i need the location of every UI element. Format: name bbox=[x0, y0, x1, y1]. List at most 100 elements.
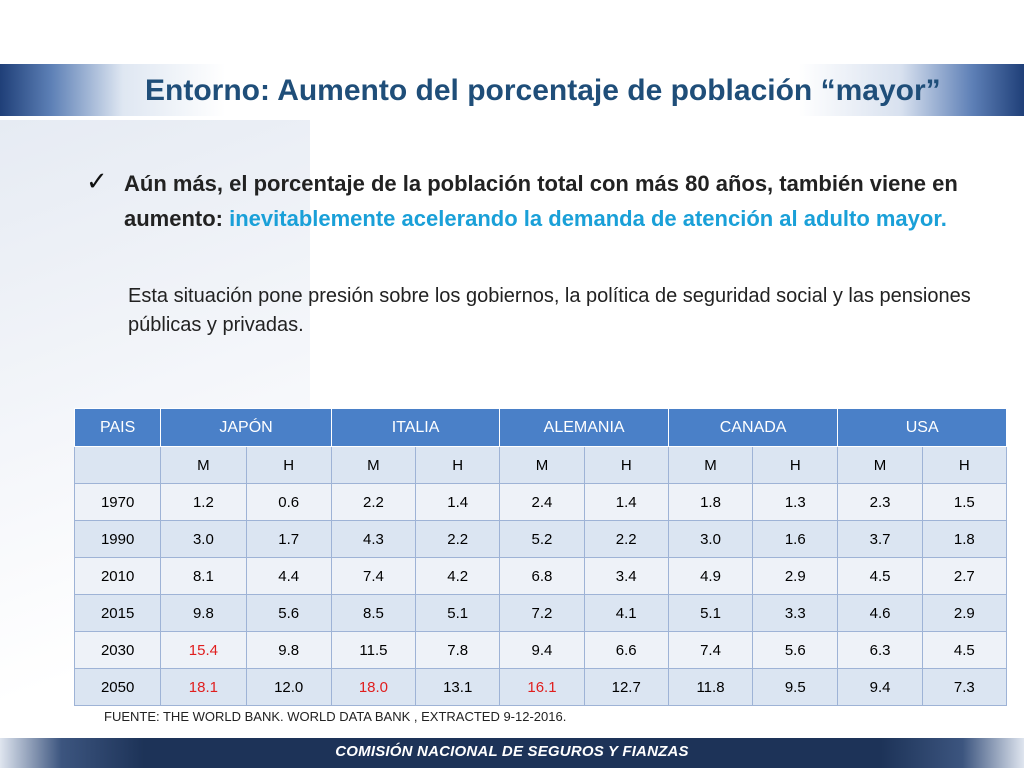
value-cell: 5.1 bbox=[667, 594, 754, 632]
value-cell: 7.3 bbox=[921, 668, 1008, 706]
table-row: 2015 9.8 5.6 8.5 5.1 7.2 4.1 5.1 3.3 4.6 2.9 bbox=[73, 594, 1008, 632]
value-cell: 1.3 bbox=[752, 483, 839, 521]
value-cell: 2.4 bbox=[499, 483, 585, 521]
value-cell: 8.1 bbox=[160, 557, 247, 595]
subheader-cell: M bbox=[667, 446, 754, 484]
value-cell: 4.2 bbox=[415, 557, 501, 595]
value-cell: 2.9 bbox=[752, 557, 839, 595]
value-cell: 4.9 bbox=[667, 557, 754, 595]
footer-text: COMISIÓN NACIONAL DE SEGUROS Y FIANZAS bbox=[335, 743, 689, 760]
value-cell: 3.3 bbox=[752, 594, 839, 632]
table-header-row: PAIS JAPÓN ITALIA ALEMANIA CANADA USA bbox=[73, 408, 1007, 447]
table-row: 2050 18.1 12.0 18.0 13.1 16.1 12.7 11.8 9.5 9.4 7.… bbox=[73, 668, 1008, 706]
value-cell: 15.4 bbox=[160, 631, 247, 669]
value-cell: 5.1 bbox=[415, 594, 501, 632]
value-cell: 12.7 bbox=[583, 668, 669, 706]
bullet-text-main: Aún más, el porcentaje de la población t… bbox=[124, 171, 958, 231]
value-cell: 6.3 bbox=[837, 631, 923, 669]
value-cell: 1.8 bbox=[667, 483, 754, 521]
checkmark-icon: ✓ bbox=[86, 166, 108, 196]
body-paragraph: Esta situación pone presión sobre los go… bbox=[128, 285, 971, 336]
value-cell: 7.4 bbox=[330, 557, 417, 595]
subheader-cell bbox=[73, 446, 162, 484]
value-cell: 3.4 bbox=[583, 557, 669, 595]
slide-title: Entorno: Aumento del porcentaje de pobla… bbox=[145, 74, 941, 107]
year-cell: 2010 bbox=[73, 557, 162, 595]
value-cell: 18.0 bbox=[330, 668, 417, 706]
header-cell: PAIS bbox=[73, 408, 162, 447]
value-cell: 4.6 bbox=[837, 594, 923, 632]
value-cell: 3.0 bbox=[160, 520, 247, 558]
value-cell: 11.8 bbox=[667, 668, 754, 706]
value-cell: 1.6 bbox=[752, 520, 839, 558]
bullet-text: Aún más, el porcentaje de la población t… bbox=[124, 166, 969, 236]
header-cell: CANADA bbox=[667, 408, 839, 447]
value-cell: 9.4 bbox=[837, 668, 923, 706]
value-cell: 7.8 bbox=[415, 631, 501, 669]
subheader-cell: H bbox=[752, 446, 839, 484]
value-cell: 1.4 bbox=[415, 483, 501, 521]
year-cell: 2050 bbox=[73, 668, 162, 706]
subheader-cell: H bbox=[583, 446, 669, 484]
year-cell: 1990 bbox=[73, 520, 162, 558]
subheader-cell: H bbox=[245, 446, 332, 484]
value-cell: 13.1 bbox=[415, 668, 501, 706]
value-cell: 5.6 bbox=[245, 594, 332, 632]
value-cell: 5.6 bbox=[752, 631, 839, 669]
value-cell: 9.4 bbox=[499, 631, 585, 669]
title-band bbox=[0, 64, 1024, 116]
value-cell: 2.2 bbox=[415, 520, 501, 558]
header-cell: ITALIA bbox=[330, 408, 501, 447]
value-cell: 4.1 bbox=[583, 594, 669, 632]
value-cell: 6.8 bbox=[499, 557, 585, 595]
value-cell: 3.7 bbox=[837, 520, 923, 558]
subheader-cell: M bbox=[837, 446, 923, 484]
value-cell: 9.8 bbox=[245, 631, 332, 669]
subheader-cell: M bbox=[330, 446, 417, 484]
table-row: 2010 8.1 4.4 7.4 4.2 6.8 3.4 4.9 2.9 4.5 2.7 bbox=[73, 557, 1008, 595]
source-note: FUENTE: THE WORLD BANK. WORLD DATA BANK … bbox=[104, 709, 567, 724]
value-cell: 1.8 bbox=[921, 520, 1008, 558]
subheader-cell: H bbox=[415, 446, 501, 484]
header-cell: USA bbox=[837, 408, 1007, 447]
value-cell: 2.7 bbox=[921, 557, 1008, 595]
year-cell: 2030 bbox=[73, 631, 162, 669]
table-row: 1990 3.0 1.7 4.3 2.2 5.2 2.2 3.0 1.6 3.7 1.8 bbox=[73, 520, 1008, 558]
value-cell: 4.5 bbox=[837, 557, 923, 595]
value-cell: 2.2 bbox=[330, 483, 417, 521]
value-cell: 1.5 bbox=[921, 483, 1008, 521]
subheader-cell: H bbox=[921, 446, 1008, 484]
value-cell: 7.4 bbox=[667, 631, 754, 669]
value-cell: 1.2 bbox=[160, 483, 247, 521]
value-cell: 9.5 bbox=[752, 668, 839, 706]
value-cell: 6.6 bbox=[583, 631, 669, 669]
value-cell: 11.5 bbox=[330, 631, 417, 669]
subheader-cell: M bbox=[499, 446, 585, 484]
year-cell: 1970 bbox=[73, 483, 162, 521]
value-cell: 18.1 bbox=[160, 668, 247, 706]
value-cell: 8.5 bbox=[330, 594, 417, 632]
value-cell: 0.6 bbox=[245, 483, 332, 521]
value-cell: 9.8 bbox=[160, 594, 247, 632]
value-cell: 2.9 bbox=[921, 594, 1008, 632]
value-cell: 1.4 bbox=[583, 483, 669, 521]
value-cell: 3.0 bbox=[667, 520, 754, 558]
bullet-text-highlight: inevitablemente acelerando la demanda de… bbox=[229, 206, 947, 231]
value-cell: 4.3 bbox=[330, 520, 417, 558]
value-cell: 2.3 bbox=[837, 483, 923, 521]
table-row: 1970 1.2 0.6 2.2 1.4 2.4 1.4 1.8 1.3 2.3 1.5 bbox=[73, 483, 1008, 521]
year-cell: 2015 bbox=[73, 594, 162, 632]
footer-band bbox=[0, 738, 1024, 768]
table-row: 2030 15.4 9.8 11.5 7.8 9.4 6.6 7.4 5.6 6.3 4.5 bbox=[73, 631, 1008, 669]
value-cell: 1.7 bbox=[245, 520, 332, 558]
header-cell: ALEMANIA bbox=[499, 408, 669, 447]
value-cell: 4.4 bbox=[245, 557, 332, 595]
value-cell: 2.2 bbox=[583, 520, 669, 558]
header-cell: JAPÓN bbox=[160, 408, 332, 447]
value-cell: 12.0 bbox=[245, 668, 332, 706]
value-cell: 5.2 bbox=[499, 520, 585, 558]
value-cell: 4.5 bbox=[921, 631, 1008, 669]
value-cell: 16.1 bbox=[499, 668, 585, 706]
